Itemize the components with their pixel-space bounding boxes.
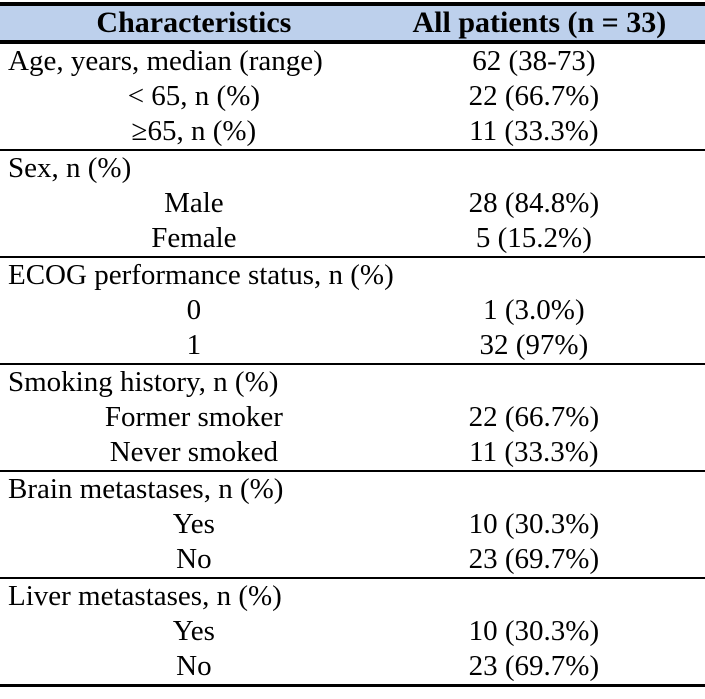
row-label: Male	[164, 187, 224, 219]
row-value: 23 (69.7%)	[387, 649, 705, 687]
row-label: Brain metastases, n (%)	[0, 470, 388, 507]
row-value	[387, 149, 705, 186]
row-value: 23 (69.7%)	[468, 543, 600, 575]
table-row: 1 32 (97%)	[0, 328, 705, 364]
table-row: No 23 (69.7%)	[0, 542, 705, 578]
patient-characteristics-table: Characteristics All patients (n = 33) Ag…	[0, 2, 705, 687]
header-row: Characteristics All patients (n = 33)	[0, 2, 705, 44]
table-row: Never smoked 11 (33.3%)	[0, 435, 705, 471]
table-row: Yes 10 (30.3%)	[0, 614, 705, 649]
table-row: Former smoker 22 (66.7%)	[0, 400, 705, 435]
row-label: ≥65, n (%)	[131, 115, 257, 147]
row-label: 0	[186, 294, 202, 326]
table-row: Brain metastases, n (%)	[0, 470, 705, 507]
row-value: 11 (33.3%)	[469, 436, 599, 468]
row-value	[387, 363, 705, 400]
row-label: Liver metastases, n (%)	[0, 577, 388, 614]
table-row: Sex, n (%)	[0, 149, 705, 186]
table-row: Female 5 (15.2%)	[0, 221, 705, 257]
row-value: 32 (97%)	[479, 329, 589, 361]
row-value	[387, 577, 705, 614]
column-header-all-patients: All patients (n = 33)	[387, 2, 705, 44]
row-value: 22 (66.7%)	[468, 401, 600, 433]
table-row: Male 28 (84.8%)	[0, 186, 705, 221]
row-value: 11 (33.3%)	[469, 115, 599, 147]
row-label: Female	[151, 222, 237, 254]
table-row: 0 1 (3.0%)	[0, 293, 705, 328]
row-value: 1 (3.0%)	[483, 294, 585, 326]
row-label: Yes	[172, 615, 215, 647]
table-row: Yes 10 (30.3%)	[0, 507, 705, 542]
table-row: < 65, n (%) 22 (66.7%)	[0, 79, 705, 114]
row-label: Sex, n (%)	[0, 149, 388, 186]
row-label: 1	[186, 329, 202, 361]
table-row: ≥65, n (%) 11 (33.3%)	[0, 114, 705, 150]
table-row: Smoking history, n (%)	[0, 363, 705, 400]
table-row: Age, years, median (range) 62 (38-73)	[0, 42, 705, 79]
row-value	[387, 470, 705, 507]
row-value	[387, 256, 705, 293]
table-row: Liver metastases, n (%)	[0, 577, 705, 614]
row-label: Smoking history, n (%)	[0, 363, 388, 400]
row-label: No	[176, 543, 212, 575]
row-value: 10 (30.3%)	[468, 508, 600, 540]
column-header-characteristics: Characteristics	[0, 2, 388, 44]
row-label: Age, years, median (range)	[8, 45, 323, 77]
row-value: 10 (30.3%)	[468, 615, 600, 647]
row-label: < 65, n (%)	[127, 80, 261, 112]
row-value: 5 (15.2%)	[475, 222, 592, 254]
row-label: ECOG performance status, n (%)	[0, 256, 394, 293]
row-value: 22 (66.7%)	[468, 80, 600, 112]
row-label: No	[0, 649, 388, 687]
table-header: Characteristics All patients (n = 33)	[0, 2, 705, 44]
row-label: Former smoker	[104, 401, 283, 433]
table-body: Age, years, median (range) 62 (38-73) < 65…	[0, 42, 705, 687]
row-label: Yes	[172, 508, 215, 540]
row-value: 28 (84.8%)	[468, 187, 600, 219]
table-row: No 23 (69.7%)	[0, 649, 705, 687]
table-row: ECOG performance status, n (%)	[0, 256, 705, 293]
row-value: 62 (38-73)	[472, 45, 596, 77]
row-label: Never smoked	[109, 436, 279, 468]
